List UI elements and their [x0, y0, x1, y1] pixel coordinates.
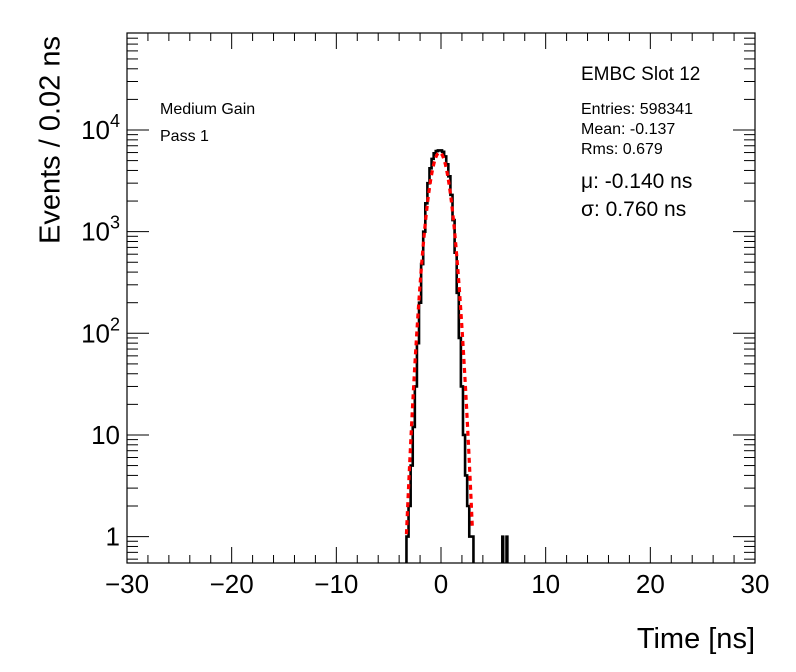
x-tick-label: −20 — [210, 569, 254, 599]
stat-mean: Mean: -0.137 — [581, 121, 675, 138]
x-tick-label: 20 — [636, 569, 665, 599]
x-tick-label: −30 — [105, 569, 149, 599]
annotation-title: EMBC Slot 12 — [581, 64, 700, 85]
x-tick-label: 10 — [531, 569, 560, 599]
y-axis-ticks: 1 10 102 103 104 — [81, 32, 755, 560]
y-tick-label: 104 — [81, 111, 120, 145]
x-axis-ticks: −30 −20 −10 0 10 20 30 — [105, 33, 770, 599]
x-tick-label: 30 — [741, 569, 770, 599]
fit-sigma: σ: 0.760 ns — [581, 198, 686, 221]
histogram-spike — [505, 535, 509, 563]
fit-mu: μ: -0.140 ns — [581, 170, 692, 193]
histogram-series — [405, 149, 475, 563]
series-layer — [404, 149, 509, 563]
y-tick-label: 10 — [91, 420, 120, 450]
stat-rms: Rms: 0.679 — [581, 141, 663, 158]
annotation-pass: Pass 1 — [160, 128, 209, 145]
x-tick-label: 0 — [434, 569, 448, 599]
y-tick-label: 1 — [106, 522, 120, 552]
y-tick-label: 102 — [81, 314, 120, 348]
gaussian-fit-curve — [404, 150, 474, 535]
stat-entries: Entries: 598341 — [581, 101, 693, 118]
y-axis-label: Events / 0.02 ns — [35, 36, 67, 244]
x-axis-label: Time [ns] — [637, 623, 755, 655]
y-tick-label: 103 — [81, 213, 120, 247]
annotation-medium-gain: Medium Gain — [160, 101, 255, 118]
histogram-spike — [501, 535, 505, 563]
x-tick-label: −10 — [314, 569, 358, 599]
